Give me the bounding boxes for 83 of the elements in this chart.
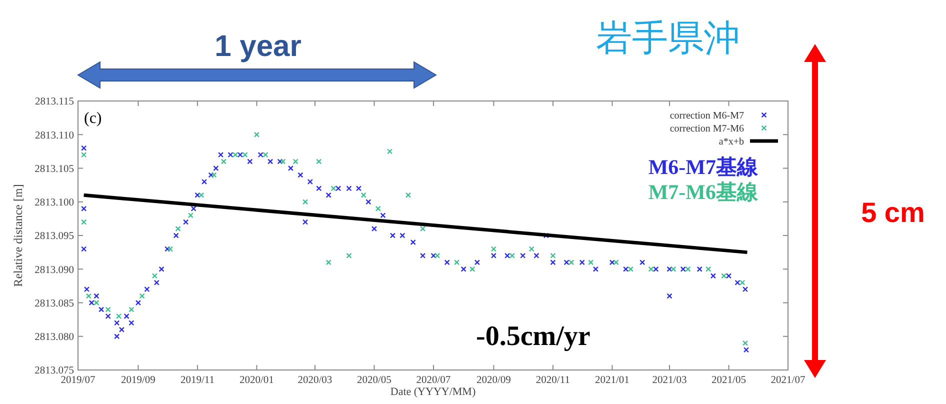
point [648,266,654,272]
point [128,306,134,312]
chart-title: 岩手県沖 [596,18,740,59]
annotation: M6-M7基線 [648,155,759,179]
point [588,260,594,266]
text: 5 cm [861,197,925,228]
point [152,273,158,279]
annotation: M7-M6基線 [648,180,759,204]
x-tick-label: 2020/11 [536,375,570,386]
legend-label: correction M7-M6 [670,124,744,134]
x-tick-label: 2020/07 [416,375,451,386]
x-tick-label: 2021/05 [712,375,746,386]
point [188,212,194,218]
point [346,252,352,258]
y-tick-label: 2813.095 [34,231,74,242]
x-axis-title: Date (YYYY/MM) [390,386,476,398]
x-tick-label: 2020/01 [240,375,274,386]
y-tick-label: 2813.075 [34,366,74,377]
y-tick-label: 2813.105 [34,164,74,175]
point [139,293,145,299]
legend-label: correction M6-M7 [670,110,744,122]
point [742,340,748,346]
point [528,246,534,252]
point [628,266,634,272]
x-tick-label: 2021/01 [594,375,630,386]
y-tick-label: 2813.115 [35,96,74,108]
y-tick-label: 2813.080 [34,332,74,344]
point [360,192,366,198]
point [167,246,174,252]
point [105,306,111,312]
point [386,148,393,154]
point [232,152,238,158]
point [405,192,412,198]
x-tick-label: 2019/07 [60,375,96,386]
x-tick-label: 2020/09 [476,375,511,386]
y-tick-label: 2813.110 [35,130,74,142]
point [81,219,87,225]
text: 1 year [214,30,302,63]
point [470,266,476,272]
point [302,199,308,205]
point [81,152,87,158]
y-tick-label: 2813.085 [34,298,74,310]
point [454,260,460,266]
y-tick-label: 2813.100 [34,198,74,209]
point [330,186,336,192]
y-tick-label: 2813.090 [34,264,74,276]
point [685,266,691,272]
point [292,158,298,164]
point [568,260,574,266]
x-tick-label: 2019/11 [180,375,214,386]
point [375,206,381,212]
point [254,132,260,138]
point [721,273,727,279]
point [175,226,181,232]
x-tick-label: 2020/03 [298,375,332,386]
x-tick-label: 2020/05 [357,375,392,386]
point [326,260,332,266]
point [613,260,619,266]
point [670,266,676,272]
point [242,152,248,158]
point [490,246,497,252]
point [86,293,92,299]
point [316,158,322,164]
point [116,313,122,319]
point [220,158,226,164]
point [509,252,515,258]
point [198,192,204,198]
point [434,252,440,258]
y-axis-title: Relative distance [m] [11,184,25,287]
annotation: (c) [84,110,102,127]
point [740,280,746,286]
point [262,152,268,158]
legend-label: a*x+b [718,136,744,148]
point [211,172,217,178]
x-tick-label: 2021/03 [652,375,687,386]
x-tick-label: 2021/07 [770,375,806,386]
annotation: -0.5cm/yr [476,321,590,352]
point [420,226,426,232]
point [550,252,556,258]
x-tick-label: 2019/09 [121,375,156,386]
point [280,158,286,164]
point [706,266,712,272]
point [94,300,100,306]
